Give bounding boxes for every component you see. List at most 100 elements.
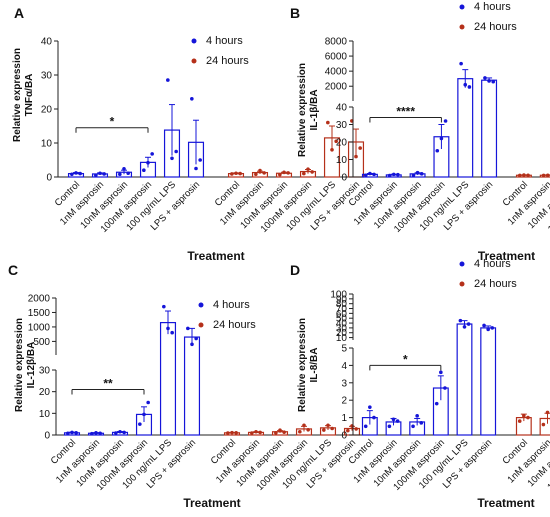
data-point (138, 422, 142, 426)
y-tick-label: 10 (336, 155, 348, 166)
legend-label: 24 hours (474, 278, 517, 290)
data-point (443, 386, 447, 390)
data-point (234, 431, 238, 435)
legend-label: 4 hours (213, 299, 250, 311)
data-point (487, 79, 491, 83)
y-tick-label: 30 (39, 366, 51, 377)
data-point (122, 430, 126, 435)
data-point (254, 429, 258, 434)
y-tick-label: 20 (336, 328, 348, 339)
data-point (411, 424, 415, 429)
data-point (98, 431, 102, 436)
data-point (419, 421, 424, 425)
data-point (174, 149, 178, 154)
data-point (391, 172, 396, 177)
data-point (70, 172, 74, 177)
y-tick-label: 40 (41, 37, 53, 48)
bar (457, 78, 474, 178)
data-point (150, 152, 154, 156)
y-tick-label: 2000 (325, 82, 348, 93)
y-tick-label: 40 (336, 103, 348, 114)
data-point (278, 172, 282, 177)
data-point (522, 173, 526, 177)
data-point (74, 171, 78, 175)
y-tick-label: 90 (336, 294, 348, 305)
data-point (146, 400, 150, 405)
bar (456, 323, 473, 436)
data-point (526, 415, 530, 420)
data-point (334, 139, 338, 144)
data-point (190, 97, 194, 101)
data-point (186, 326, 190, 331)
y-tick-label: 5 (341, 344, 347, 355)
data-point (190, 342, 194, 347)
legend-label: 24 hours (213, 319, 256, 331)
data-point (226, 431, 230, 435)
legend-marker (198, 302, 204, 308)
legend-marker (459, 261, 465, 267)
data-point (545, 410, 550, 415)
data-point (490, 326, 495, 330)
data-point (354, 154, 358, 159)
data-point (126, 171, 130, 176)
data-point (122, 167, 126, 171)
significance-bracket: **** (369, 105, 442, 123)
data-point (372, 172, 376, 177)
data-point (391, 417, 396, 422)
data-point (411, 173, 416, 178)
data-point (142, 168, 146, 172)
y-tick-label: 3 (341, 378, 347, 389)
y-tick-label: 80 (336, 299, 348, 310)
data-point (372, 415, 376, 420)
significance-label: * (110, 115, 115, 129)
data-point (368, 171, 372, 176)
data-point (439, 136, 444, 141)
data-point (463, 82, 468, 87)
data-point (282, 170, 286, 175)
data-point (522, 414, 526, 418)
y-tick-label: 1 (341, 413, 347, 424)
data-point (439, 370, 443, 375)
data-point (282, 430, 286, 434)
data-point (363, 424, 368, 429)
data-point (458, 318, 463, 323)
panel-label: D (290, 262, 300, 278)
data-point (274, 431, 278, 435)
data-point (354, 427, 358, 431)
significance-bracket: ** (71, 377, 145, 395)
data-point (330, 426, 334, 431)
data-point (298, 429, 302, 434)
y-tick-label: 1500 (28, 308, 51, 319)
data-point (94, 431, 98, 435)
x-axis-label: Treatment (478, 249, 535, 263)
significance-label: * (403, 352, 408, 366)
data-point (70, 430, 74, 435)
data-point (541, 422, 546, 427)
data-point (363, 173, 368, 178)
data-point (194, 336, 198, 341)
legend-label: 4 hours (474, 1, 511, 13)
legend: 4 hours 24 hours (191, 35, 249, 67)
panel-label: B (290, 5, 300, 21)
data-point (302, 423, 306, 428)
y-tick-label: 6000 (325, 52, 348, 63)
x-axis-label: Treatment (187, 249, 244, 263)
y-label-line1: Relative expression (12, 48, 23, 142)
y-tick-label: 20 (39, 387, 51, 398)
data-point (238, 171, 242, 176)
y-tick-label: 10 (39, 409, 51, 420)
y-tick-label: 40 (336, 319, 348, 330)
data-point (517, 419, 522, 423)
data-point (419, 172, 424, 176)
y-tick-label: 30 (336, 120, 348, 131)
panel-B: B 0 10 20 30 40 2000 4000 6000 8000 Relative expre… (290, 1, 550, 263)
data-point (443, 119, 448, 123)
data-point (368, 405, 372, 409)
